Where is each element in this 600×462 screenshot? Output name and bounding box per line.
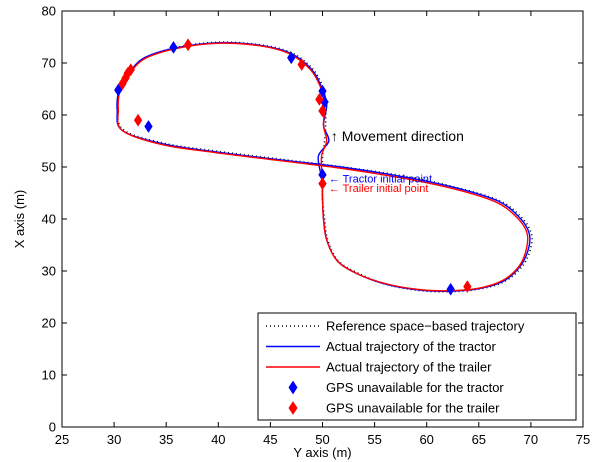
y-axis-label: X axis (m) <box>12 190 27 249</box>
gps-marker-4-5 <box>183 38 193 52</box>
x-axis-label: Y axis (m) <box>293 445 351 460</box>
legend: Reference space−based trajectory Actual t… <box>257 312 577 421</box>
legend-label-3: GPS unavailable for the tractor <box>326 380 504 395</box>
gps-marker-3-0 <box>114 83 123 97</box>
y-tick-label: 0 <box>49 420 56 435</box>
gps-marker-3-2 <box>169 40 178 54</box>
y-tick-label: 50 <box>42 160 56 175</box>
legend-marker-3 <box>288 380 298 395</box>
gps-marker-4-7 <box>315 92 324 106</box>
annotation-2: ← Trailer initial point <box>329 183 429 195</box>
y-tick-label: 30 <box>42 264 56 279</box>
y-tick-label: 60 <box>42 108 56 123</box>
x-tick-label: 45 <box>263 432 277 447</box>
y-tick-label: 70 <box>42 56 56 71</box>
x-tick-label: 65 <box>472 432 486 447</box>
legend-marker-4 <box>288 401 298 415</box>
y-tick-label: 40 <box>42 212 56 227</box>
annotation-1: ← Tractor initial point <box>329 174 432 186</box>
marker-layer <box>114 38 472 296</box>
x-tick-label: 75 <box>576 432 590 447</box>
x-tick-label: 25 <box>55 432 69 447</box>
x-tick-label: 55 <box>367 432 381 447</box>
gps-marker-4-8 <box>318 104 327 118</box>
gps-marker-4-9 <box>318 177 327 191</box>
legend-label-2: Actual trajectory of the trailer <box>326 360 492 375</box>
legend-label-0: Reference space−based trajectory <box>326 319 525 334</box>
x-tick-label: 70 <box>524 432 538 447</box>
gps-marker-3-1 <box>144 119 153 133</box>
annotation-layer: ↑ Movement direction ← Tractor initial po… <box>329 128 464 195</box>
tick-layer: 25 30 35 40 45 50 55 60 65 70 75 0 10 20 30 40 50 60 70 80 <box>42 4 591 448</box>
gps-marker-4-3 <box>126 63 135 77</box>
series-line-2 <box>117 42 529 292</box>
series-layer <box>116 41 533 293</box>
legend-label-4: GPS unavailable for the trailer <box>326 401 500 416</box>
gps-marker-3-4 <box>318 84 327 98</box>
y-tick-label: 10 <box>42 368 56 383</box>
x-tick-label: 50 <box>315 432 329 447</box>
annotation-0: ↑ Movement direction <box>331 128 464 144</box>
y-tick-label: 80 <box>42 4 56 19</box>
gps-marker-4-6 <box>297 58 306 72</box>
x-tick-label: 30 <box>107 432 121 447</box>
x-tick-label: 60 <box>419 432 433 447</box>
gps-marker-3-7 <box>446 282 455 296</box>
gps-marker-3-3 <box>287 51 296 65</box>
y-tick-label: 20 <box>42 316 56 331</box>
x-tick-label: 35 <box>159 432 173 447</box>
gps-marker-4-10 <box>463 280 472 294</box>
gps-marker-4-4 <box>133 113 143 127</box>
legend-label-1: Actual trajectory of the tractor <box>326 339 496 354</box>
x-tick-label: 40 <box>211 432 225 447</box>
